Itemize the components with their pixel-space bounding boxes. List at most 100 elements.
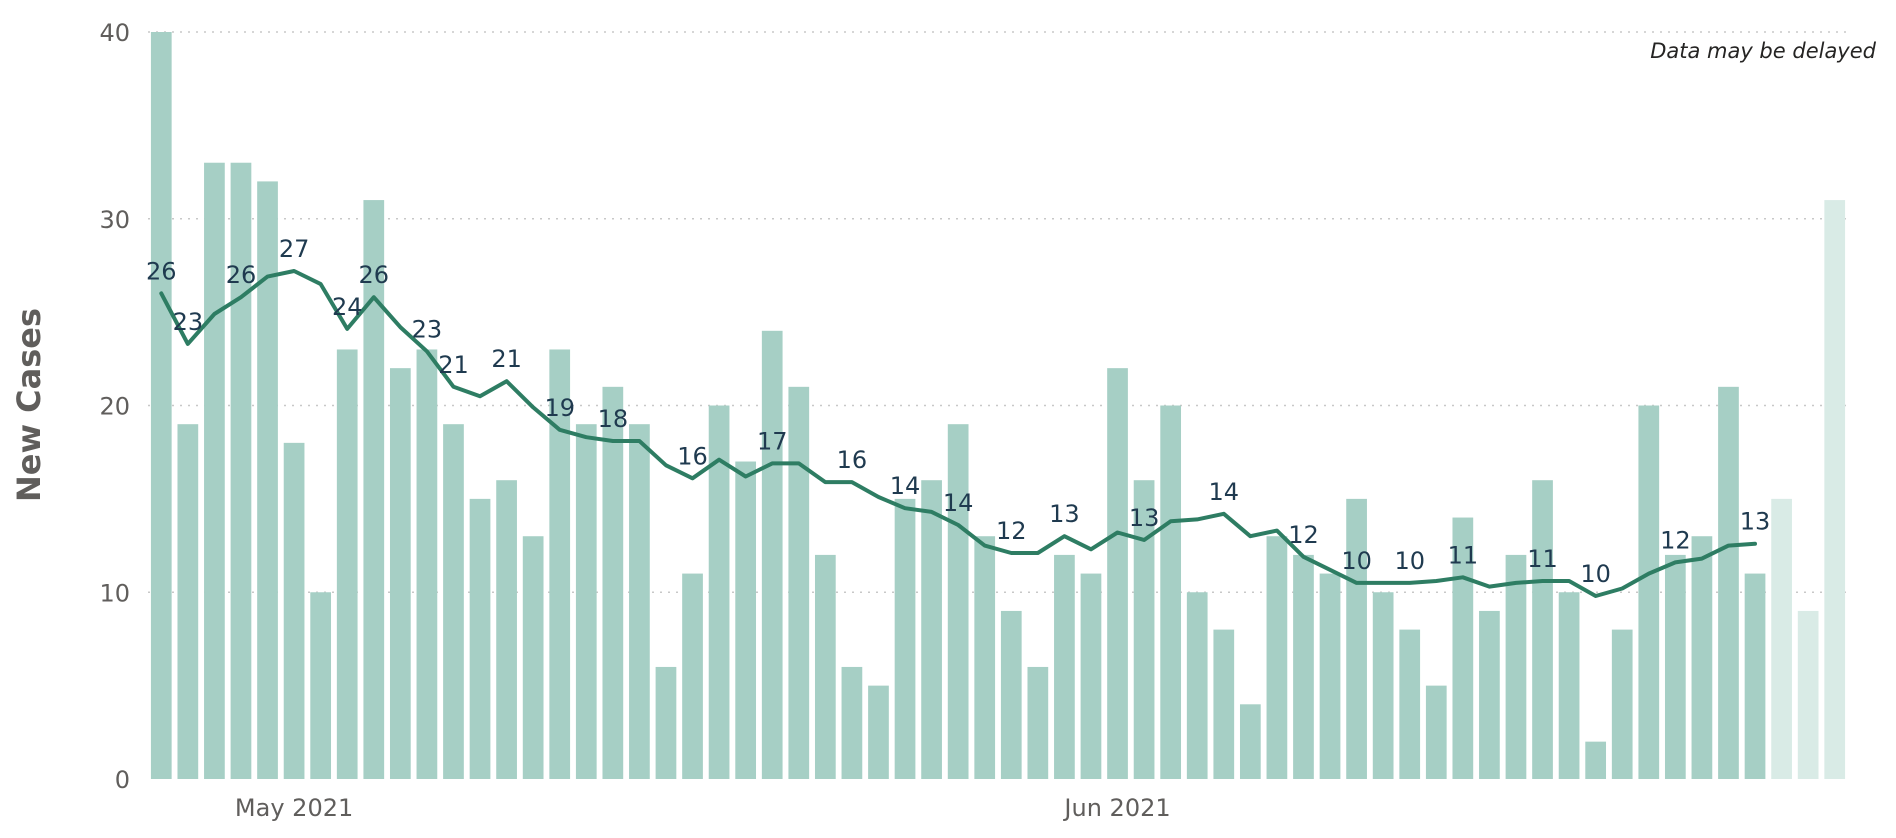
- bar: [735, 461, 757, 779]
- x-tick-label: May 2021: [235, 794, 353, 822]
- data-label: 13: [1740, 508, 1771, 536]
- bar: [974, 536, 996, 779]
- data-label: 10: [1341, 547, 1372, 575]
- data-label: 10: [1580, 560, 1611, 588]
- bar: [230, 162, 252, 780]
- data-label: 12: [1660, 526, 1691, 554]
- bar: [814, 554, 836, 779]
- data-label: 17: [757, 427, 788, 455]
- data-label: 19: [544, 394, 575, 422]
- bar: [629, 424, 650, 779]
- data-label: 16: [677, 442, 708, 470]
- data-label: 14: [1209, 478, 1240, 506]
- bar: [708, 405, 730, 779]
- data-label: 13: [1049, 500, 1080, 528]
- bar: [788, 386, 810, 779]
- bar: [177, 424, 199, 779]
- data-label: 21: [438, 351, 469, 379]
- bar: [1107, 368, 1128, 779]
- data-label: 16: [837, 446, 868, 474]
- bar: [921, 480, 942, 779]
- bar: [257, 181, 278, 779]
- bar: [469, 498, 491, 779]
- bar: [1824, 200, 1846, 779]
- data-label: 14: [890, 472, 921, 500]
- data-delay-note: Data may be delayed: [1650, 39, 1876, 63]
- bar: [416, 349, 438, 779]
- bar: [682, 573, 703, 779]
- bar: [1664, 554, 1686, 779]
- bar: [549, 349, 571, 779]
- bar: [443, 424, 464, 779]
- trend-line-series: [159, 269, 1757, 598]
- data-labels: 26 23 26 27 24 26 23 21 21 19 18 16 17 16 14 14 12 13 13 14…: [146, 235, 1770, 588]
- data-label: 10: [1394, 547, 1425, 575]
- data-label: 26: [359, 261, 390, 289]
- bar: [1691, 536, 1713, 779]
- bar: [1638, 405, 1660, 779]
- bar: [1160, 405, 1182, 779]
- data-label: 23: [173, 308, 204, 336]
- data-label: 18: [598, 405, 629, 433]
- data-label: 11: [1448, 541, 1479, 569]
- bar: [1266, 536, 1288, 779]
- bar: [1771, 498, 1792, 779]
- y-tick-label: 20: [99, 393, 130, 421]
- bar: [283, 442, 305, 779]
- bar: [204, 162, 225, 780]
- y-axis-title: New Cases: [10, 308, 48, 502]
- bar: [1000, 610, 1022, 779]
- bar: [522, 536, 544, 779]
- bar: [363, 200, 385, 779]
- data-label: 26: [146, 257, 177, 285]
- x-tick-label: Jun 2021: [1062, 794, 1170, 822]
- bar: [1027, 666, 1049, 779]
- bar: [1080, 573, 1102, 779]
- data-label: 26: [226, 261, 257, 289]
- bar-series: [150, 32, 1846, 780]
- bar: [1399, 629, 1421, 779]
- bar: [1346, 498, 1367, 779]
- y-tick-label: 30: [99, 206, 130, 234]
- bar: [1479, 610, 1500, 779]
- bar: [496, 480, 517, 779]
- bar: [894, 498, 916, 779]
- bar: [868, 685, 889, 779]
- y-tick-label: 0: [115, 766, 130, 794]
- bar: [1558, 592, 1580, 779]
- bar: [1585, 741, 1607, 779]
- bar: [947, 424, 969, 779]
- bar: [1133, 480, 1155, 779]
- bar: [1718, 386, 1739, 779]
- bar: [150, 32, 172, 779]
- bar: [310, 592, 332, 779]
- bar: [1239, 704, 1261, 779]
- bar: [1054, 554, 1075, 779]
- bar: [575, 424, 597, 779]
- bar: [1452, 517, 1474, 779]
- bar: [841, 666, 863, 779]
- bar: [1744, 573, 1766, 779]
- bar: [1532, 480, 1553, 779]
- bar: [1186, 592, 1208, 779]
- y-tick-label: 40: [99, 19, 130, 47]
- data-label: 12: [1288, 521, 1319, 549]
- bar: [336, 349, 358, 779]
- bar: [1797, 610, 1819, 779]
- bar: [1293, 554, 1314, 779]
- y-axis-ticks: 0 10 20 30 40: [99, 19, 130, 794]
- x-axis-ticks: May 2021 Jun 2021: [235, 794, 1171, 822]
- data-label: 23: [412, 315, 443, 343]
- data-label: 27: [279, 235, 310, 263]
- bar: [1425, 685, 1447, 779]
- bar: [1505, 554, 1527, 779]
- data-label: 24: [332, 293, 363, 321]
- bar: [1372, 592, 1394, 779]
- bar: [761, 330, 783, 779]
- bar: [1213, 629, 1235, 779]
- data-label: 13: [1129, 504, 1160, 532]
- y-tick-label: 10: [99, 579, 130, 607]
- data-label: 11: [1527, 545, 1558, 573]
- bar: [1611, 629, 1633, 779]
